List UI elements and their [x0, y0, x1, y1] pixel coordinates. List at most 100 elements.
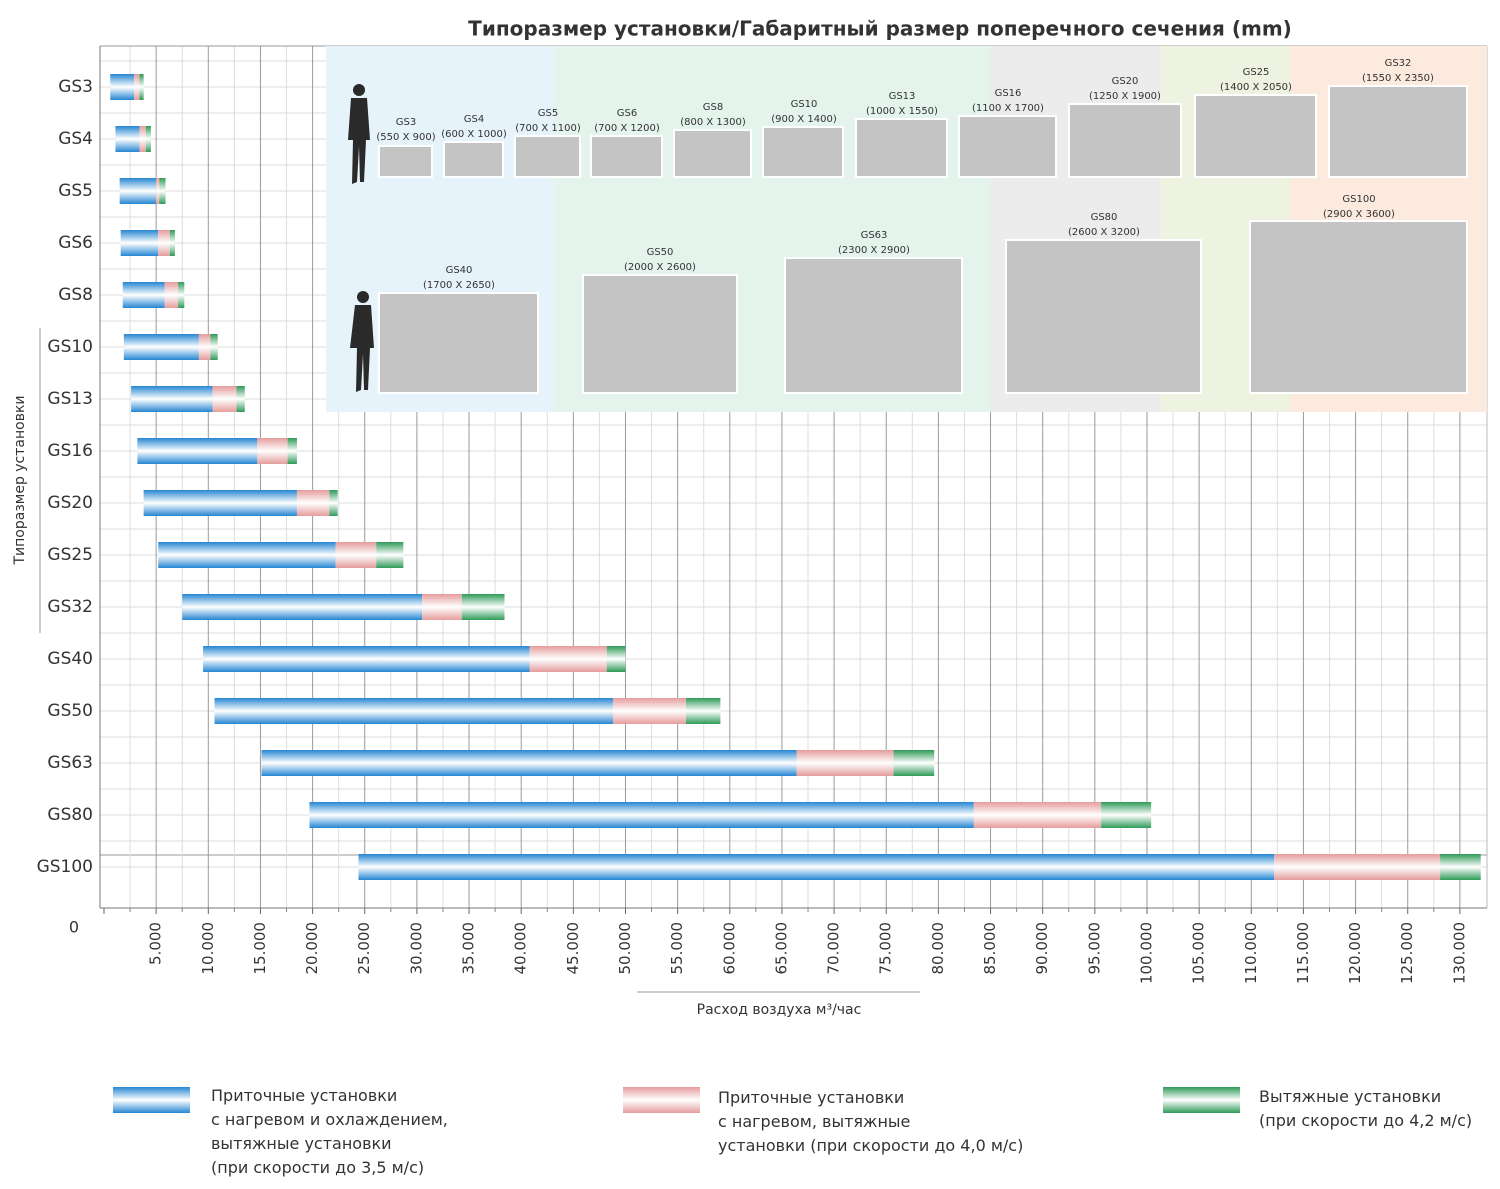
y-tick-label: GS13	[47, 389, 93, 409]
x-tick-label: 120.000	[1346, 922, 1364, 984]
bar-segment	[110, 74, 135, 100]
x-tick-label: 95.000	[1085, 922, 1103, 975]
section-label: GS3	[396, 117, 416, 128]
bar-segment	[606, 646, 626, 672]
x-tick-label: 60.000	[720, 922, 738, 975]
y-axis-label: Типоразмер установки	[12, 395, 28, 565]
y-tick-label: GS20	[47, 493, 93, 513]
bar-segment	[212, 386, 237, 412]
section-label: GS63	[861, 230, 888, 241]
bar-segment	[261, 750, 797, 776]
section-size: (2600 X 3200)	[1068, 227, 1140, 238]
x-tick-label: 130.000	[1450, 922, 1468, 984]
bar-segment	[796, 750, 894, 776]
section-box	[1328, 85, 1468, 178]
section-label: GS13	[889, 91, 916, 102]
bar-segment	[139, 74, 144, 100]
bar-segment	[198, 334, 211, 360]
y-tick-label: GS8	[58, 285, 93, 305]
x-tick-label: 110.000	[1242, 922, 1260, 984]
x-tick-label: 35.000	[460, 922, 478, 975]
bar-segment	[123, 334, 199, 360]
section-box	[673, 129, 752, 178]
x-tick-label: 90.000	[1033, 922, 1051, 975]
y-tick-label: GS6	[58, 233, 93, 253]
bar-segment	[214, 698, 613, 724]
x-tick-label: 80.000	[929, 922, 947, 975]
bar-segment	[137, 438, 258, 464]
bar-segment	[159, 178, 166, 204]
y-tick-label: GS50	[47, 701, 93, 721]
section-size: (700 X 1100)	[515, 123, 581, 134]
bar-segment	[1440, 854, 1481, 880]
section-size: (1250 X 1900)	[1089, 91, 1161, 102]
section-size: (600 X 1000)	[441, 129, 507, 140]
section-label: GS16	[995, 88, 1022, 99]
bar-segment	[1101, 802, 1152, 828]
y-tick-label: GS4	[58, 129, 93, 149]
bar-segment	[139, 126, 146, 152]
bar-segment	[120, 230, 159, 256]
section-size: (1100 X 1700)	[972, 103, 1044, 114]
section-size: (1700 X 2650)	[423, 280, 495, 291]
section-size: (2900 X 3600)	[1323, 209, 1395, 220]
x-tick-label: 0	[69, 918, 79, 937]
bar-segment	[156, 178, 160, 204]
y-tick-label: GS10	[47, 337, 93, 357]
bar-segment	[358, 854, 1275, 880]
x-tick-label: 105.000	[1190, 922, 1208, 984]
section-box	[958, 115, 1057, 178]
bar-segment	[422, 594, 462, 620]
bar-segment	[893, 750, 935, 776]
bar-segment	[158, 542, 336, 568]
x-tick-label: 65.000	[772, 922, 790, 975]
section-box	[1068, 103, 1182, 178]
legend-swatch	[1163, 1087, 1240, 1113]
y-tick-label: GS80	[47, 805, 93, 825]
section-box	[514, 135, 581, 178]
x-tick-label: 115.000	[1294, 922, 1312, 984]
section-box	[1249, 220, 1468, 394]
x-tick-label: 45.000	[564, 922, 582, 975]
bar-segment	[1274, 854, 1441, 880]
section-label: GS10	[791, 99, 818, 110]
section-label: GS25	[1243, 67, 1270, 78]
section-box	[590, 135, 663, 178]
bar-segment	[309, 802, 974, 828]
section-label: GS40	[446, 265, 473, 276]
bar-segment	[164, 282, 179, 308]
legend-label: Приточные установки с нагревом, вытяжные…	[718, 1088, 1024, 1155]
section-label: GS100	[1342, 194, 1375, 205]
bar-segment	[210, 334, 218, 360]
bar-segment	[236, 386, 245, 412]
bar-segment	[143, 490, 297, 516]
bar-segment	[169, 230, 175, 256]
section-box	[378, 292, 539, 394]
section-size: (900 X 1400)	[771, 114, 837, 125]
bar-segment	[612, 698, 686, 724]
x-axis-label: Расход воздуха м³/час	[697, 1002, 862, 1018]
bar-segment	[335, 542, 377, 568]
bar-segment	[296, 490, 330, 516]
x-tick-label: 50.000	[616, 922, 634, 975]
bar-segment	[461, 594, 505, 620]
bar-segment	[329, 490, 338, 516]
bar-segment	[529, 646, 607, 672]
y-tick-label: GS63	[47, 753, 93, 773]
y-tick-label: GS5	[58, 181, 93, 201]
x-tick-label: 30.000	[407, 922, 425, 975]
y-tick-label: GS16	[47, 441, 93, 461]
legend-swatch	[113, 1087, 190, 1113]
section-size: (1550 X 2350)	[1362, 73, 1434, 84]
section-label: GS50	[647, 247, 674, 258]
y-tick-label: GS40	[47, 649, 93, 669]
person-icon	[348, 84, 370, 184]
bar-segment	[131, 386, 213, 412]
section-label: GS6	[617, 108, 637, 119]
bar-segment	[158, 230, 170, 256]
section-box	[582, 274, 738, 394]
x-tick-label: 15.000	[251, 922, 269, 975]
x-tick-label: 100.000	[1137, 922, 1155, 984]
bar-segment	[973, 802, 1102, 828]
